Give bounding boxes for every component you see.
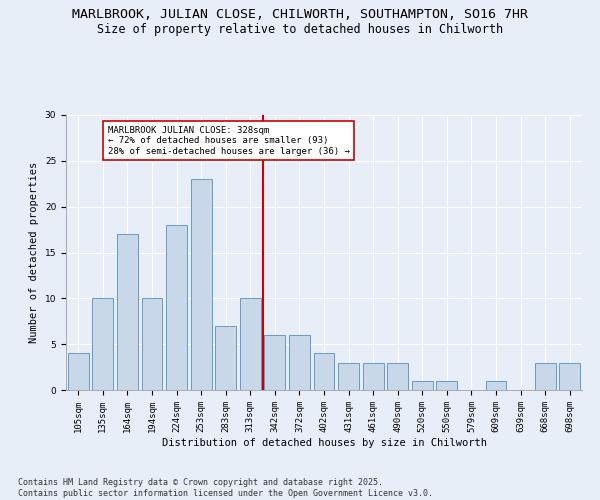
Bar [559, 362, 580, 390]
Bar [535, 362, 556, 390]
Text: Size of property relative to detached houses in Chilworth: Size of property relative to detached ho… [97, 22, 503, 36]
Bar [289, 335, 310, 390]
Bar [240, 298, 261, 390]
Bar [362, 362, 383, 390]
Bar [215, 326, 236, 390]
Text: Contains HM Land Registry data © Crown copyright and database right 2025.
Contai: Contains HM Land Registry data © Crown c… [18, 478, 433, 498]
Bar [314, 354, 334, 390]
Bar [485, 381, 506, 390]
Bar [117, 234, 138, 390]
Bar [166, 225, 187, 390]
Bar [338, 362, 359, 390]
Y-axis label: Number of detached properties: Number of detached properties [29, 162, 39, 343]
Text: MARLBROOK, JULIAN CLOSE, CHILWORTH, SOUTHAMPTON, SO16 7HR: MARLBROOK, JULIAN CLOSE, CHILWORTH, SOUT… [72, 8, 528, 20]
Bar [68, 354, 89, 390]
Bar [265, 335, 286, 390]
Text: MARLBROOK JULIAN CLOSE: 328sqm
← 72% of detached houses are smaller (93)
28% of : MARLBROOK JULIAN CLOSE: 328sqm ← 72% of … [108, 126, 350, 156]
Bar [142, 298, 163, 390]
Bar [387, 362, 408, 390]
X-axis label: Distribution of detached houses by size in Chilworth: Distribution of detached houses by size … [161, 438, 487, 448]
Bar [92, 298, 113, 390]
Bar [436, 381, 457, 390]
Bar [191, 179, 212, 390]
Bar [412, 381, 433, 390]
